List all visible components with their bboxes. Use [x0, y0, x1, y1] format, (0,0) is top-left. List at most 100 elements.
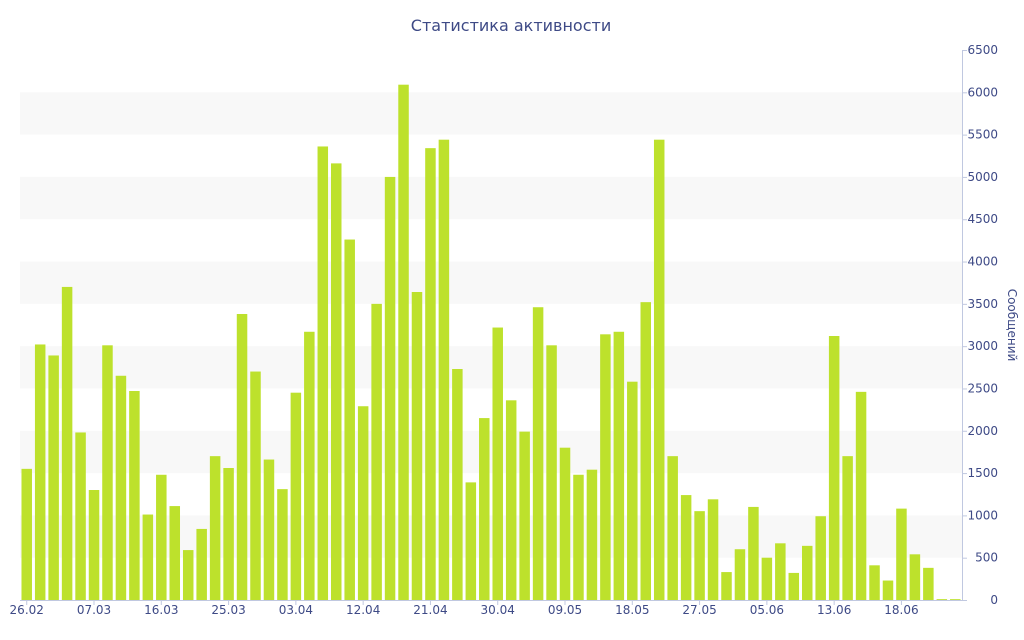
- bar[interactable]: [815, 516, 826, 600]
- y-axis-ticks: 0 500 1000 1500 2000 2500 3000 3500 4000 4500 5000…: [962, 43, 998, 607]
- bar[interactable]: [61, 286, 73, 600]
- bar[interactable]: [75, 432, 86, 600]
- bar[interactable]: [277, 489, 288, 600]
- bar[interactable]: [290, 392, 302, 600]
- bar[interactable]: [169, 506, 181, 600]
- bar[interactable]: [34, 344, 46, 600]
- bar[interactable]: [505, 400, 517, 600]
- bar[interactable]: [761, 557, 773, 600]
- bar[interactable]: [156, 474, 167, 600]
- bar[interactable]: [129, 391, 140, 600]
- bar[interactable]: [627, 381, 638, 600]
- bar[interactable]: [923, 567, 934, 600]
- bar[interactable]: [869, 565, 880, 600]
- y-tick-label: 3000: [967, 339, 998, 353]
- y-tick-label: 1000: [967, 508, 998, 522]
- y-tick-label: 0: [990, 593, 998, 607]
- bar[interactable]: [182, 550, 194, 600]
- bar[interactable]: [88, 490, 100, 600]
- bar[interactable]: [842, 456, 853, 600]
- x-tick-label: 12.04: [346, 603, 380, 617]
- bar[interactable]: [236, 314, 248, 600]
- bar[interactable]: [102, 345, 113, 600]
- x-tick-label: 21.04: [413, 603, 447, 617]
- bar[interactable]: [559, 447, 571, 600]
- x-tick-label: 26.02: [10, 603, 44, 617]
- bar[interactable]: [950, 599, 961, 600]
- bar[interactable]: [586, 469, 598, 600]
- bar[interactable]: [801, 545, 813, 600]
- bar[interactable]: [357, 406, 369, 600]
- bar[interactable]: [384, 176, 396, 601]
- y-tick-label: 5500: [967, 128, 998, 142]
- y-tick-label: 6000: [967, 85, 998, 99]
- grid-band: [20, 261, 962, 304]
- bar[interactable]: [317, 146, 329, 600]
- bar[interactable]: [896, 508, 907, 600]
- grid-band: [20, 92, 962, 135]
- x-tick-label: 07.03: [77, 603, 111, 617]
- bar[interactable]: [882, 580, 894, 600]
- chart-title: Статистика активности: [411, 16, 611, 35]
- bar[interactable]: [263, 459, 275, 600]
- bar[interactable]: [909, 554, 921, 600]
- bar[interactable]: [344, 239, 355, 601]
- bar[interactable]: [519, 431, 530, 600]
- bar[interactable]: [250, 371, 261, 600]
- bar[interactable]: [828, 336, 840, 600]
- bar[interactable]: [479, 418, 490, 600]
- grid-band: [20, 346, 962, 389]
- x-tick-label: 27.05: [682, 603, 716, 617]
- bar[interactable]: [21, 468, 32, 600]
- y-tick-label: 4000: [967, 255, 998, 269]
- bar[interactable]: [398, 84, 409, 600]
- bar[interactable]: [304, 331, 315, 600]
- bar[interactable]: [788, 572, 800, 600]
- bar[interactable]: [492, 327, 503, 600]
- y-tick-label: 5000: [967, 170, 998, 184]
- x-tick-label: 25.03: [211, 603, 245, 617]
- bar[interactable]: [330, 163, 342, 600]
- y-tick-label: 2500: [967, 381, 998, 395]
- bar[interactable]: [209, 456, 221, 600]
- bar[interactable]: [680, 495, 692, 600]
- bar[interactable]: [613, 331, 625, 600]
- bar[interactable]: [855, 391, 867, 600]
- bar[interactable]: [452, 369, 463, 600]
- bar[interactable]: [48, 355, 59, 600]
- y-tick-label: 2000: [967, 424, 998, 438]
- bar[interactable]: [115, 375, 127, 600]
- bar[interactable]: [371, 303, 382, 600]
- bar[interactable]: [734, 549, 746, 600]
- bar[interactable]: [936, 599, 948, 600]
- bar[interactable]: [425, 148, 436, 600]
- bar[interactable]: [775, 543, 786, 600]
- x-tick-label: 18.05: [615, 603, 649, 617]
- grid-band: [20, 430, 962, 474]
- bar[interactable]: [653, 139, 665, 600]
- bar[interactable]: [532, 307, 544, 600]
- bar[interactable]: [748, 506, 759, 600]
- bar[interactable]: [707, 499, 719, 600]
- bar[interactable]: [721, 572, 732, 600]
- bar[interactable]: [573, 474, 584, 600]
- bar[interactable]: [438, 139, 450, 600]
- bar[interactable]: [196, 528, 207, 600]
- bar[interactable]: [465, 482, 477, 600]
- bar[interactable]: [223, 468, 234, 600]
- bar[interactable]: [600, 334, 611, 600]
- bar[interactable]: [142, 514, 154, 600]
- bars-group: [21, 84, 961, 601]
- x-tick-label: 13.06: [817, 603, 851, 617]
- y-tick-label: 1500: [967, 466, 998, 480]
- bar[interactable]: [667, 456, 678, 600]
- x-tick-label: 18.06: [884, 603, 918, 617]
- x-tick-label: 16.03: [144, 603, 178, 617]
- grid-band: [20, 176, 962, 220]
- bar[interactable]: [546, 345, 557, 600]
- x-tick-label: 03.04: [279, 603, 313, 617]
- bar[interactable]: [694, 511, 705, 600]
- bar[interactable]: [411, 292, 423, 600]
- bar[interactable]: [640, 302, 652, 600]
